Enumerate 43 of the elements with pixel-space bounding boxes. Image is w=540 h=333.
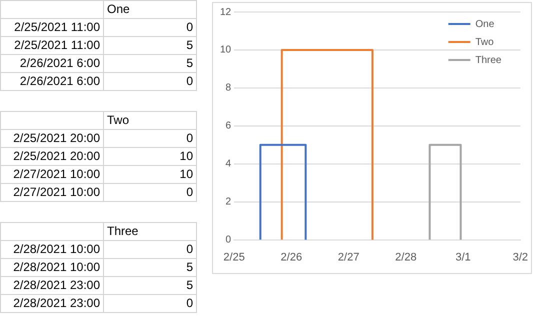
data-label: 10 [104,148,196,166]
data-label: 5 [104,54,196,72]
text: Three [104,222,196,240]
x-tick-label: 3/2 [512,251,528,264]
data-label: 0 [104,184,196,202]
x-tick-label: 3/1 [455,251,471,264]
y-tick-label: 4 [226,158,232,170]
category-label: 2/25/2021 20:00 [0,130,104,148]
data-label: 10 [104,166,196,184]
data-label: 5 [104,36,196,54]
category-label: 2/25/2021 11:00 [0,18,104,36]
category-label: 2/26/2021 6:00 [0,54,104,72]
category-label: 2/25/2021 11:00 [0,36,104,54]
x-tick-label: 2/25 [223,251,245,264]
category-label: 2/28/2021 23:00 [0,294,104,312]
y-tick-label: 10 [220,44,232,56]
legend-label: Three [475,54,502,66]
data-label: 0 [104,240,196,258]
y-tick-label: 2 [226,196,232,208]
category-label: 2/27/2021 10:00 [0,166,104,184]
x-tick-label: 2/28 [395,251,417,264]
data-label: 0 [104,294,196,312]
category-label: 2/28/2021 10:00 [0,240,104,258]
data-label: 0 [104,72,196,90]
y-tick-label: 6 [226,120,232,132]
category-label: 2/28/2021 23:00 [0,276,104,294]
y-tick-label: 8 [226,82,232,94]
y-tick-label: 12 [220,6,232,18]
category-label: 2/28/2021 10:00 [0,258,104,276]
legend-label: Two [475,36,494,48]
text: One [104,0,196,18]
category-label: 2/27/2021 10:00 [0,184,104,202]
x-tick-label: 2/27 [338,251,360,264]
data-label: 5 [104,276,196,294]
data-label: 5 [104,258,196,276]
data-label: 0 [104,18,196,36]
x-tick-label: 2/26 [280,251,302,264]
data-label: 0 [104,130,196,148]
y-tick-label: 0 [226,234,232,246]
category-label: 2/25/2021 20:00 [0,148,104,166]
category-label: 2/26/2021 6:00 [0,72,104,90]
text: Two [104,112,196,130]
legend-label: One [475,18,495,30]
